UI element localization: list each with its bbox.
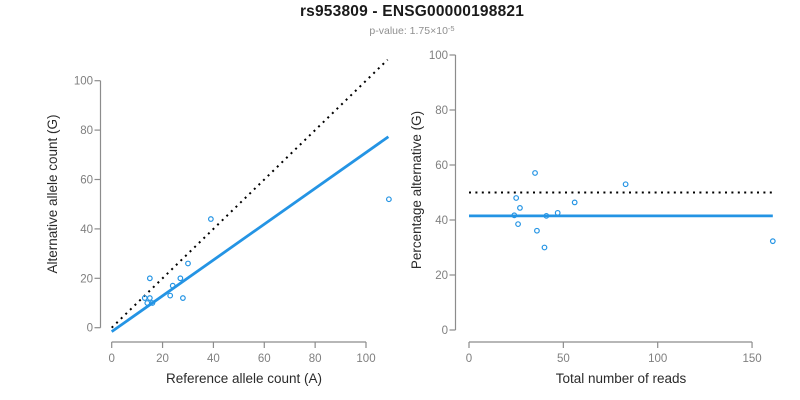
percentage-alternative-scatter-x-axis-title: Total number of reads: [556, 371, 687, 386]
data-point: [146, 295, 153, 301]
data-point: [511, 212, 518, 219]
y-tick-label: 100: [74, 76, 93, 88]
data-point: [515, 221, 521, 228]
data-point: [769, 238, 776, 245]
y-tick-label: 100: [429, 50, 448, 62]
x-tick-label: 40: [207, 353, 220, 365]
x-tick-label: 0: [466, 353, 472, 365]
data-point: [543, 212, 550, 219]
x-tick-label: 100: [648, 353, 667, 365]
data-point: [167, 292, 174, 299]
data-point: [571, 199, 578, 206]
x-tick-label: 100: [356, 353, 375, 365]
data-point: [149, 300, 156, 306]
x-tick-label: 50: [557, 353, 570, 365]
y-tick-label: 80: [435, 105, 448, 117]
allele-count-scatter-x-axis-title: Reference allele count (A): [166, 371, 322, 386]
y-tick-label: 60: [435, 160, 448, 172]
x-tick-label: 80: [309, 353, 322, 365]
data-point: [622, 181, 629, 188]
data-point: [177, 275, 184, 282]
data-point: [185, 260, 191, 267]
x-tick-label: 60: [258, 353, 271, 365]
data-point: [180, 295, 186, 301]
data-point: [385, 196, 392, 203]
x-tick-label: 20: [156, 353, 169, 365]
y-tick-label: 0: [442, 325, 448, 337]
x-tick-label: 150: [742, 353, 761, 365]
data-point: [532, 170, 538, 176]
data-point: [517, 204, 523, 211]
y-tick-label: 20: [435, 270, 448, 282]
data-point: [169, 282, 176, 289]
data-point: [554, 209, 561, 216]
data-point: [207, 216, 214, 222]
allele-count-scatter-y-axis-title: Alternative allele count (G): [45, 114, 60, 273]
data-point: [144, 300, 151, 306]
identity-line: [111, 58, 389, 329]
y-tick-label: 80: [80, 125, 93, 137]
y-tick-label: 60: [80, 175, 93, 187]
y-tick-label: 40: [435, 215, 448, 227]
y-tick-label: 0: [87, 323, 93, 335]
x-tick-label: 0: [108, 353, 114, 365]
data-point: [541, 244, 548, 251]
fit-line: [110, 135, 390, 333]
data-point: [513, 195, 520, 201]
y-tick-label: 20: [80, 273, 93, 285]
y-tick-label: 40: [80, 224, 93, 236]
percentage-alternative-scatter-y-axis-title: Percentage alternative (G): [409, 111, 424, 269]
data-point: [146, 275, 153, 282]
data-point: [534, 227, 540, 234]
